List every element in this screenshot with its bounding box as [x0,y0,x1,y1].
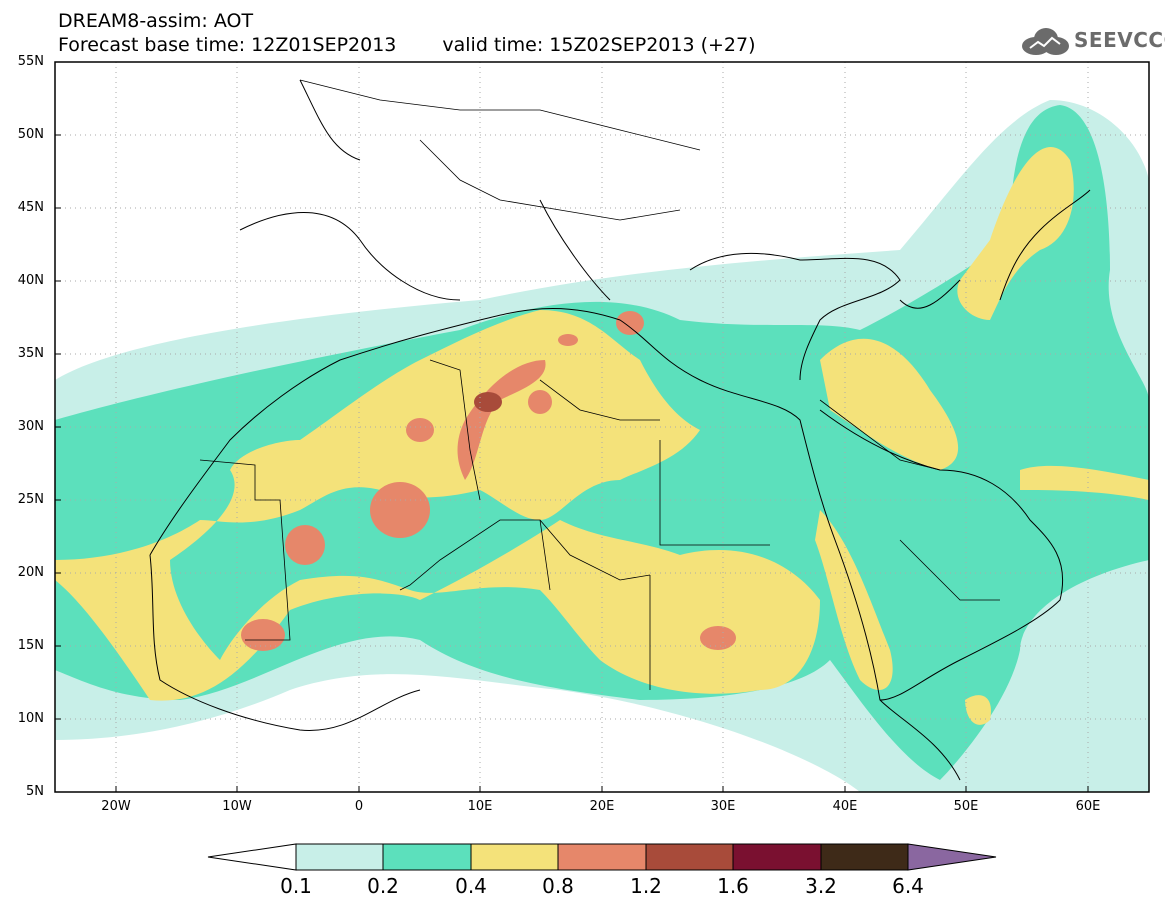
lon-label: 10E [467,799,493,814]
lat-label: 5N [26,784,44,799]
lon-label: 10W [222,799,252,814]
colorbar-under-arrow [207,843,297,871]
colorbar-label: 1.6 [717,874,749,898]
colorbar-label: 0.4 [455,874,487,898]
colorbar-label: 1.2 [630,874,662,898]
lat-label: 40N [17,273,44,288]
lon-label: 40E [832,799,858,814]
colorbar-swatch [557,843,647,871]
cloud-icon [1022,28,1069,55]
lon-label: 0 [354,799,364,814]
colorbar [207,843,997,871]
colorbar-label: 0.1 [280,874,312,898]
seevccc-logo: SEEVCCC [1018,24,1165,58]
lat-label: 30N [17,419,44,434]
colorbar-over-arrow [907,843,997,871]
lat-label: 35N [17,346,44,361]
colorbar-swatch [645,843,734,871]
colorbar-swatch [470,843,559,871]
colorbar-swatch [382,843,472,871]
colorbar-label: 0.2 [367,874,399,898]
country-borders [199,79,1000,690]
lat-label: 25N [17,492,44,507]
lon-label: 60E [1075,799,1101,814]
colorbar-label: 3.2 [805,874,837,898]
lat-label: 50N [17,127,44,142]
colorbar-swatch [820,843,909,871]
lon-label: 30E [710,799,736,814]
axis-ticks [55,61,1089,793]
lat-label: 20N [17,565,44,580]
logo-text: SEEVCCC [1074,28,1165,52]
colorbar-swatch [295,843,384,871]
coastlines [149,79,1091,781]
colorbar-swatch [732,843,822,871]
lat-label: 55N [17,54,44,69]
lat-label: 45N [17,200,44,215]
valid-time: valid time: 15Z02SEP2013 (+27) [442,34,756,56]
lat-label: 15N [17,638,44,653]
base-time: Forecast base time: 12Z01SEP2013 [58,34,397,56]
map-title: DREAM8-assim: AOT [58,10,254,32]
colorbar-label: 0.8 [542,874,574,898]
lon-label: 50E [953,799,979,814]
colorbar-label: 6.4 [892,874,924,898]
lon-label: 20W [101,799,131,814]
lon-label: 20E [589,799,615,814]
lat-label: 10N [17,711,44,726]
time-info: Forecast base time: 12Z01SEP2013 valid ti… [58,34,756,56]
